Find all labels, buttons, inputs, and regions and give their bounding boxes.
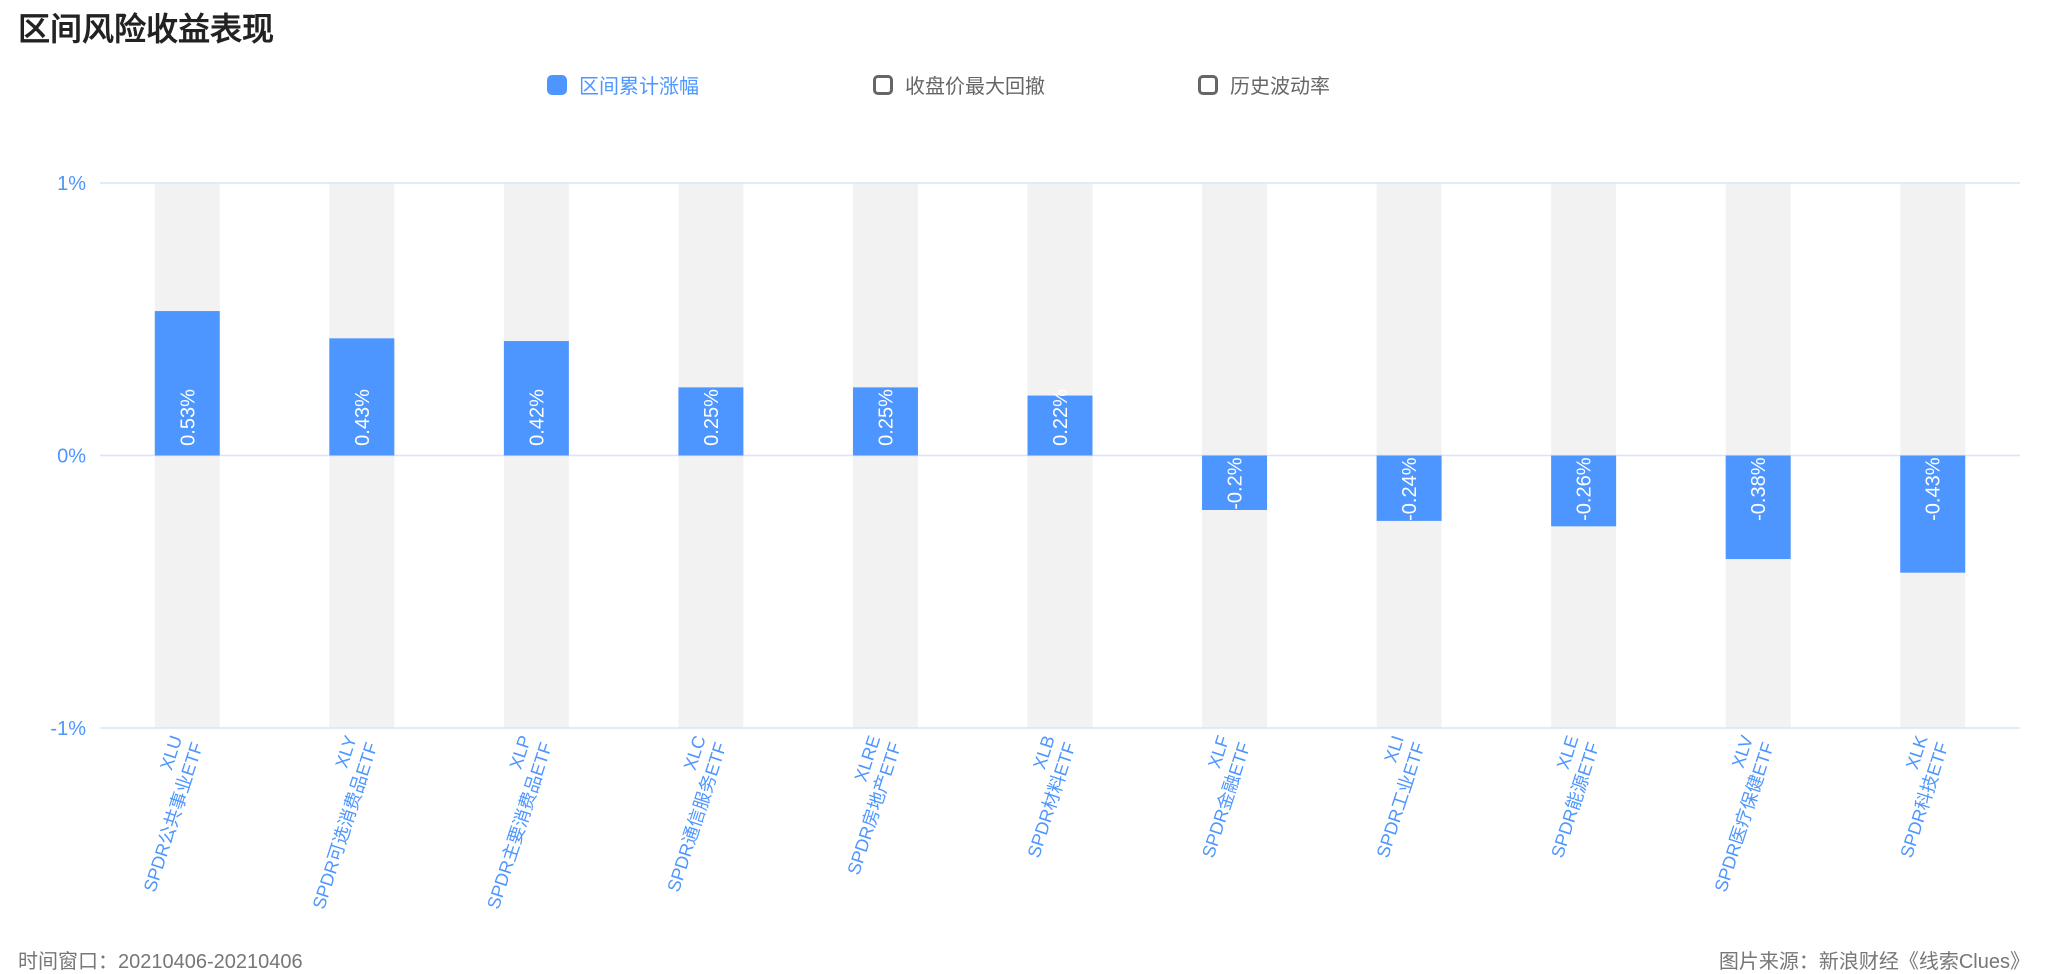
x-tick-label: XLVSPDR医疗保健ETF bbox=[1690, 733, 1778, 894]
bar bbox=[1376, 455, 1442, 521]
x-tick-label: XLISPDR工业ETF bbox=[1352, 733, 1429, 860]
legend-checkbox-icon bbox=[1198, 74, 1218, 95]
bar-value-label: -0.38% bbox=[1748, 457, 1770, 521]
x-tick-label: XLBSPDR材料ETF bbox=[1003, 733, 1080, 860]
bar bbox=[1202, 455, 1268, 510]
x-tick-label: XLPSPDR主要消费品ETF bbox=[462, 733, 556, 911]
legend-checkbox-icon bbox=[547, 74, 567, 95]
legend-item-volatility[interactable]: 历史波动率 bbox=[1198, 70, 1330, 99]
bar bbox=[329, 338, 395, 456]
bar bbox=[1551, 455, 1617, 527]
legend-label: 收盘价最大回撤 bbox=[905, 76, 1045, 98]
bar bbox=[154, 311, 220, 456]
bar-value-label: 0.22% bbox=[1050, 389, 1072, 446]
bar-value-label: -0.2% bbox=[1225, 457, 1247, 509]
y-tick-label: 0% bbox=[57, 446, 86, 468]
bar-value-label: 0.42% bbox=[526, 389, 548, 446]
bar bbox=[503, 341, 569, 456]
bar-value-label: 0.43% bbox=[352, 389, 374, 446]
chart-title: 区间风险收益表现 bbox=[18, 11, 275, 47]
bar bbox=[852, 387, 918, 456]
x-tick-label: XLESPDR能源ETF bbox=[1526, 733, 1603, 860]
bar-value-label: -0.43% bbox=[1923, 457, 1945, 521]
legend: 区间累计涨幅 收盘价最大回撤 历史波动率 bbox=[0, 70, 2048, 102]
bar bbox=[1027, 395, 1093, 456]
time-window-note: 时间窗口：20210406-20210406 bbox=[18, 951, 303, 973]
x-tick-label: XLYSPDR可选消费品ETF bbox=[288, 733, 382, 911]
bar bbox=[1900, 455, 1966, 573]
bar-value-label: 0.25% bbox=[875, 389, 897, 446]
x-tick-label: XLKSPDR科技ETF bbox=[1875, 733, 1952, 860]
y-tick-label: -1% bbox=[50, 718, 86, 740]
legend-checkbox-icon bbox=[873, 74, 893, 95]
bar bbox=[1725, 455, 1791, 560]
bar-value-label: -0.24% bbox=[1399, 457, 1421, 521]
bar-value-label: 0.53% bbox=[177, 389, 199, 446]
legend-item-cumulative-return[interactable]: 区间累计涨幅 bbox=[547, 70, 699, 99]
legend-label: 历史波动率 bbox=[1230, 76, 1330, 98]
x-tick-label: XLRESPDR房地产ETF bbox=[823, 733, 906, 877]
bar-value-label: 0.25% bbox=[701, 389, 723, 446]
legend-item-max-drawdown[interactable]: 收盘价最大回撤 bbox=[873, 70, 1045, 99]
x-tick-label: XLCSPDR通信服务ETF bbox=[642, 733, 730, 894]
image-source-note: 图片来源：新浪财经《线索Clues》 bbox=[1718, 951, 2030, 973]
bar-value-label: -0.26% bbox=[1574, 457, 1596, 521]
y-tick-label: 1% bbox=[57, 173, 86, 195]
x-tick-label: XLUSPDR公共事业ETF bbox=[119, 733, 207, 894]
x-tick-label: XLFSPDR金融ETF bbox=[1177, 733, 1254, 860]
legend-label: 区间累计涨幅 bbox=[579, 76, 699, 98]
bar bbox=[678, 387, 744, 456]
